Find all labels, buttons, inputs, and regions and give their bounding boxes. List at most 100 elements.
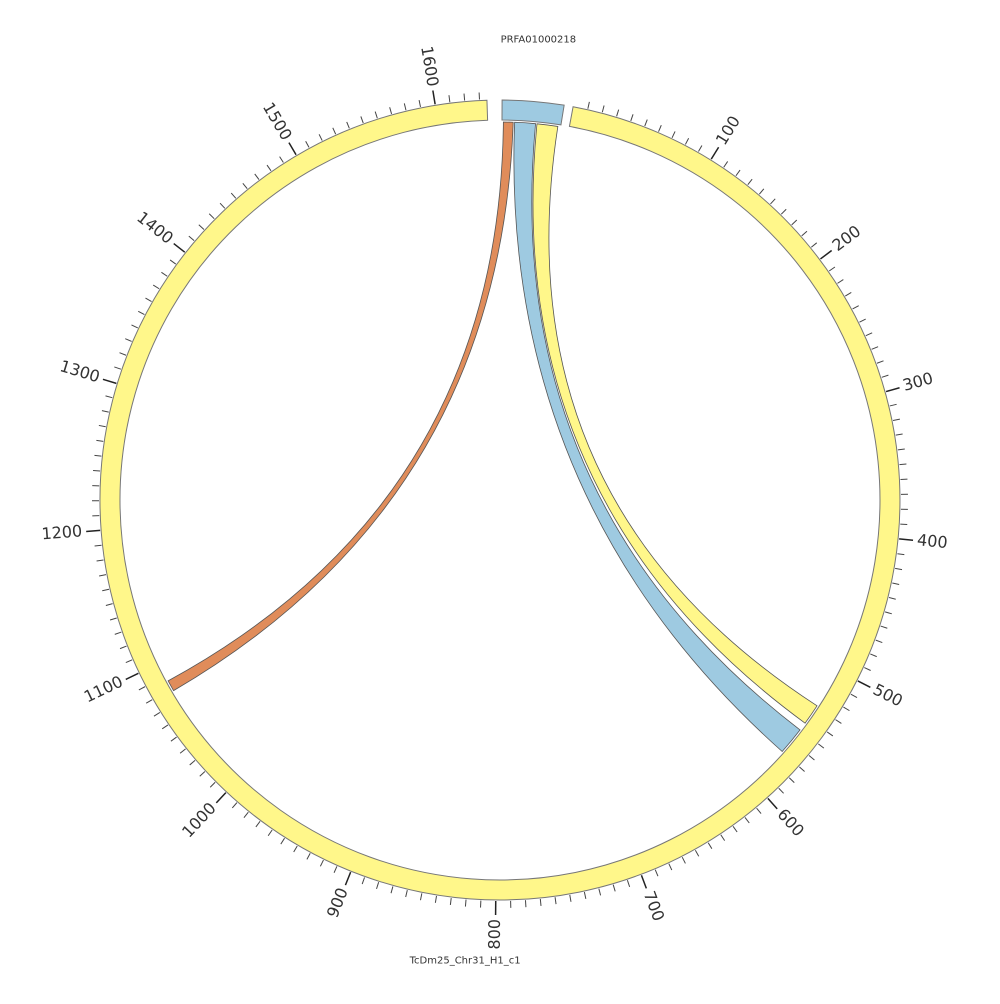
minor-tick [94, 455, 101, 456]
minor-tick [584, 892, 585, 899]
minor-tick [347, 122, 350, 128]
minor-tick [736, 170, 740, 176]
minor-tick [306, 141, 309, 147]
minor-tick [115, 632, 122, 634]
minor-tick [877, 361, 884, 363]
minor-tick [449, 95, 450, 102]
minor-tick [390, 107, 392, 114]
minor-tick [170, 260, 176, 264]
major-tick [103, 379, 116, 383]
minor-tick [106, 396, 113, 398]
minor-tick [243, 183, 247, 188]
minor-tick [99, 575, 106, 576]
minor-tick [757, 808, 761, 813]
minor-tick [655, 870, 658, 876]
minor-tick [102, 411, 109, 413]
tick-label: 1500 [259, 99, 296, 144]
minor-tick [334, 866, 337, 872]
minor-tick [320, 860, 323, 866]
minor-tick [120, 646, 127, 649]
minor-tick [161, 272, 167, 276]
minor-tick [845, 292, 851, 296]
minor-tick [435, 896, 436, 903]
minor-tick [695, 850, 698, 856]
minor-tick [870, 654, 876, 657]
minor-tick [645, 120, 648, 127]
minor-tick [882, 375, 889, 377]
minor-tick [420, 893, 421, 900]
minor-tick [898, 449, 905, 450]
minor-tick [200, 772, 205, 777]
minor-tick [171, 737, 177, 741]
tick-label: 300 [901, 368, 936, 395]
minor-tick [836, 720, 842, 724]
tick-label: 200 [829, 221, 865, 255]
minor-tick [281, 838, 285, 844]
minor-tick [759, 189, 764, 194]
minor-tick [872, 347, 878, 350]
minor-tick [231, 193, 236, 198]
minor-tick [180, 749, 185, 753]
tick-label: 400 [916, 530, 948, 552]
minor-tick [153, 285, 159, 289]
minor-tick [851, 694, 857, 697]
minor-tick [93, 470, 100, 471]
minor-tick [876, 640, 883, 642]
minor-tick [843, 707, 849, 711]
tick-label: 1000 [178, 799, 220, 842]
minor-tick [406, 890, 408, 897]
major-tick [641, 875, 646, 888]
minor-tick [126, 660, 132, 663]
minor-tick [698, 145, 701, 151]
minor-tick [419, 100, 420, 107]
minor-tick [659, 125, 662, 131]
minor-tick [145, 298, 151, 301]
minor-tick [307, 853, 310, 859]
minor-tick [106, 604, 113, 606]
minor-tick [669, 864, 672, 870]
minor-tick [685, 138, 688, 144]
minor-tick [631, 114, 633, 121]
minor-tick [811, 243, 816, 247]
minor-tick [613, 885, 615, 892]
minor-tick [377, 882, 379, 889]
major-tick [820, 251, 831, 259]
minor-tick [893, 419, 900, 420]
minor-tick [555, 897, 556, 904]
minor-tick [721, 835, 725, 841]
minor-tick [682, 857, 685, 863]
minor-tick [899, 464, 906, 465]
tick-label: 600 [774, 805, 809, 840]
minor-tick [465, 900, 466, 907]
minor-tick [724, 161, 728, 167]
minor-tick [770, 199, 775, 204]
segment-label: TcDm25_Chr31_H1_c1 [409, 956, 521, 967]
minor-tick [255, 174, 259, 180]
minor-tick [588, 102, 590, 109]
minor-tick [599, 889, 601, 896]
minor-tick [210, 782, 215, 787]
tick-label: 1200 [41, 521, 83, 543]
minor-tick [97, 560, 104, 561]
minor-tick [280, 157, 284, 163]
minor-tick [189, 236, 194, 241]
tick-label: 1600 [417, 45, 442, 88]
major-tick [768, 798, 777, 808]
minor-tick [139, 687, 145, 690]
major-tick [886, 388, 899, 392]
minor-tick [404, 103, 406, 110]
minor-tick [120, 353, 127, 356]
minor-tick [859, 319, 865, 322]
minor-tick [162, 725, 168, 729]
minor-tick [146, 700, 152, 703]
minor-tick [802, 231, 807, 236]
major-tick [711, 147, 718, 159]
tick-label: 100 [712, 112, 744, 148]
minor-tick [627, 880, 629, 887]
minor-tick [896, 434, 903, 435]
minor-tick [95, 545, 102, 546]
major-tick [858, 681, 871, 687]
minor-tick [154, 712, 160, 716]
minor-tick [361, 116, 363, 123]
